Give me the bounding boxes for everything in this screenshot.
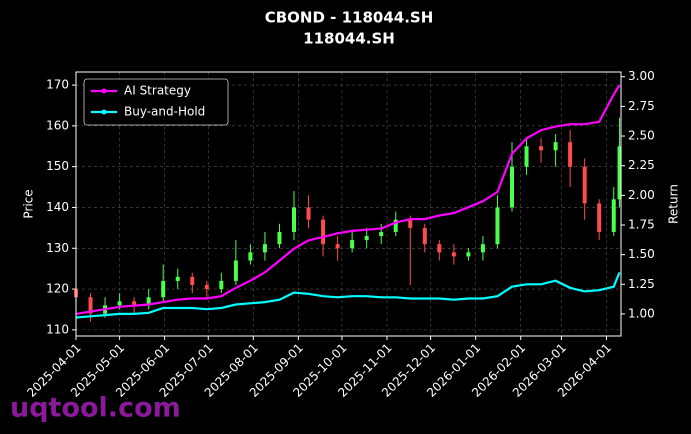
y-tick-label: 120 (46, 282, 69, 296)
y2-tick-label: 2.75 (628, 99, 655, 113)
candle-body (408, 219, 413, 228)
y2-tick-label: 2.25 (628, 158, 655, 172)
candle-body (451, 252, 456, 257)
y-tick-label: 160 (46, 118, 69, 132)
candle-body (524, 146, 529, 167)
candle-body (582, 166, 587, 204)
legend-box (83, 78, 229, 126)
y-tick-label: 140 (46, 200, 69, 214)
legend-label: Buy-and-Hold (124, 105, 205, 119)
candle-body (132, 301, 137, 306)
candle-body (539, 146, 544, 151)
y-tick-label: 110 (46, 322, 69, 336)
plot-frame (75, 71, 622, 337)
candle-body (480, 244, 485, 253)
candle-body (393, 219, 398, 232)
candle-body (335, 244, 340, 249)
candle-body (568, 142, 573, 167)
candle-body (379, 231, 384, 237)
y2-tick-label: 3.00 (628, 69, 655, 83)
candle-body (350, 240, 355, 249)
chart-title: CBOND - 118044.SH (265, 9, 434, 27)
candle-body (88, 297, 93, 314)
candle-body (306, 207, 311, 220)
y2-tick-label: 1.00 (628, 306, 655, 320)
candle-body (466, 252, 471, 257)
candle-body (422, 227, 427, 245)
candle-body (617, 146, 622, 200)
candle-body (611, 199, 616, 232)
y2-axis-label: Return (667, 184, 681, 224)
y-axis-label: Price (22, 189, 36, 218)
candle-body (277, 231, 282, 245)
candle-body (248, 252, 253, 261)
y2-tick-label: 2.50 (628, 129, 655, 143)
line-series (75, 84, 621, 315)
legend-marker (101, 109, 107, 115)
candle-body (190, 276, 195, 285)
candle-body (321, 219, 326, 245)
y2-tick-label: 1.25 (628, 277, 655, 291)
y-tick-label: 170 (46, 78, 69, 92)
candle-body (437, 244, 442, 253)
candle-body (175, 276, 180, 281)
candle-body (510, 166, 514, 208)
candle-body (204, 284, 209, 290)
candle-body (364, 236, 369, 241)
candle-body (292, 207, 296, 232)
candle-body (161, 280, 166, 298)
candle-body (495, 207, 500, 245)
candle-body (233, 260, 238, 281)
legend-marker (101, 88, 107, 94)
y2-tick-label: 1.75 (628, 217, 655, 231)
legend-label: AI Strategy (124, 84, 191, 98)
candle-body (553, 142, 558, 151)
y-tick-label: 150 (46, 159, 69, 173)
candle-body (597, 203, 602, 232)
watermark: uqtool.com (10, 393, 181, 424)
candle-body (117, 301, 122, 306)
candle-body (146, 297, 151, 306)
line-series (75, 271, 621, 319)
y2-tick-label: 1.50 (628, 247, 655, 261)
y2-tick-label: 2.00 (628, 188, 655, 202)
candle-body (262, 244, 267, 253)
chart-subtitle: 118044.SH (303, 30, 395, 48)
candle-body (219, 280, 224, 290)
y-tick-label: 130 (46, 241, 69, 255)
